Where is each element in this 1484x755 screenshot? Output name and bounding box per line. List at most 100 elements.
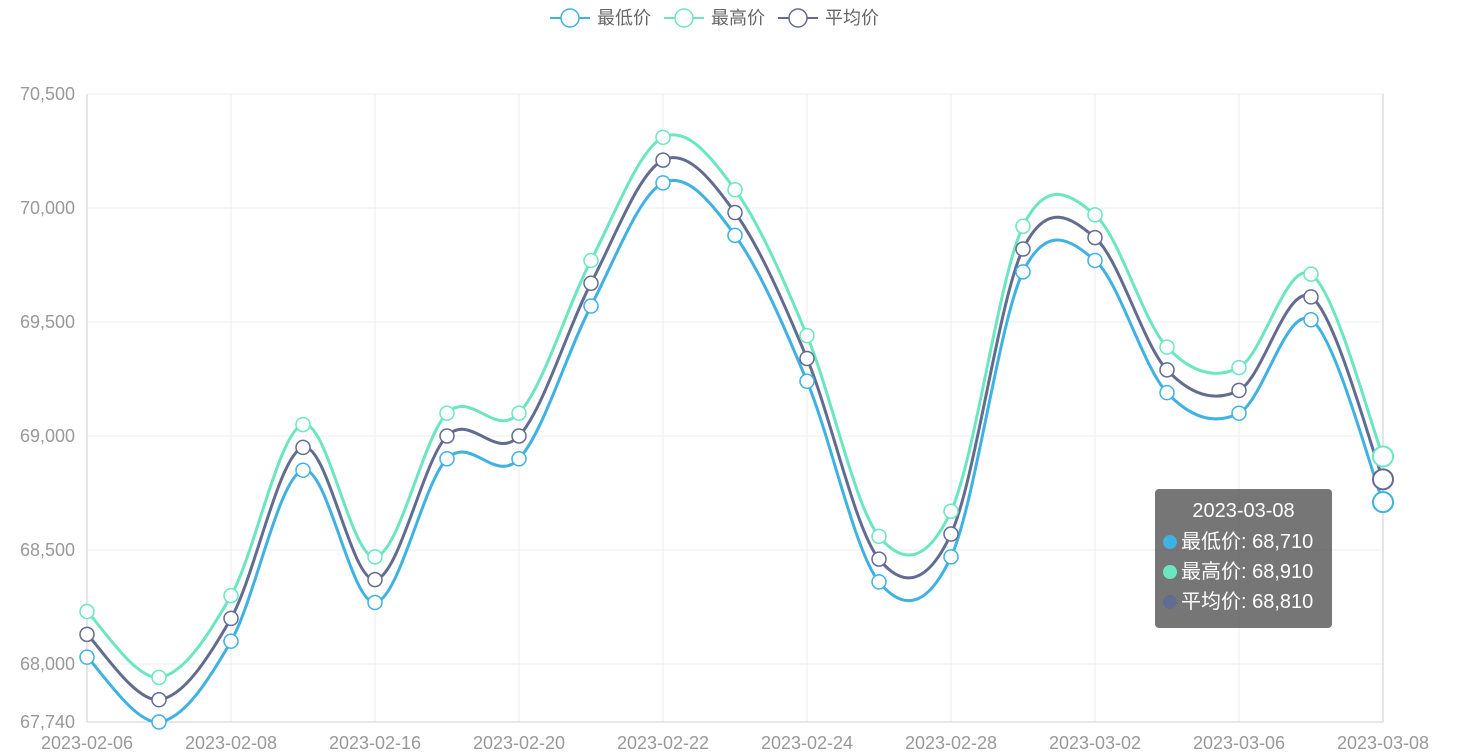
data-point[interactable] (223, 587, 239, 604)
data-point[interactable] (655, 129, 671, 146)
data-point[interactable] (583, 275, 599, 291)
data-point[interactable] (799, 373, 815, 390)
legend-marker (674, 8, 694, 28)
data-point[interactable] (151, 714, 167, 730)
series-points (79, 129, 1394, 730)
data-point[interactable] (439, 405, 455, 421)
data-point[interactable] (1159, 339, 1175, 355)
data-point[interactable] (367, 594, 383, 611)
axes: 67,740 68,000 68,500 69,000 69,500 70,000 70,5… (20, 84, 1429, 753)
tooltip-row-low: 最低价: 68,710 (1163, 527, 1324, 557)
tooltip-label-high: 最高价: 68,910 (1181, 561, 1314, 583)
data-point[interactable] (151, 669, 167, 686)
x-tick-label: 2023-02-08 (185, 733, 277, 753)
data-point[interactable] (151, 691, 167, 708)
data-point[interactable] (943, 549, 959, 565)
data-point[interactable] (583, 298, 599, 314)
tooltip: 2023-03-08 最低价: 68,710 最高价: 68,910 平均价: … (1155, 489, 1332, 628)
data-point[interactable] (439, 428, 455, 444)
x-tick-label: 2023-03-06 (1193, 733, 1285, 753)
y-tick-label: 70,000 (20, 198, 75, 218)
data-point[interactable] (655, 175, 671, 191)
data-point[interactable] (1372, 468, 1394, 491)
x-tick-label: 2023-03-02 (1049, 733, 1141, 753)
x-tick-label: 2023-02-28 (905, 733, 997, 753)
data-point[interactable] (1372, 445, 1394, 468)
data-point[interactable] (79, 626, 95, 643)
data-point[interactable] (295, 439, 311, 456)
data-point[interactable] (1372, 491, 1394, 514)
data-point[interactable] (727, 204, 743, 221)
data-point[interactable] (1087, 229, 1103, 246)
data-point[interactable] (583, 252, 599, 269)
legend-item-1[interactable]: 最高价 (664, 8, 765, 28)
x-tick-label: 2023-02-16 (329, 733, 421, 753)
data-point[interactable] (871, 551, 887, 567)
y-tick-label: 68,000 (20, 654, 75, 674)
data-point[interactable] (511, 428, 527, 444)
tooltip-row-avg: 平均价: 68,810 (1163, 587, 1324, 617)
data-point[interactable] (1015, 218, 1031, 234)
data-point[interactable] (1015, 264, 1031, 280)
data-point[interactable] (1231, 359, 1247, 376)
data-point[interactable] (1303, 311, 1319, 328)
tooltip-label-avg: 平均价: 68,810 (1181, 591, 1314, 613)
data-point[interactable] (367, 571, 383, 588)
y-tick-label: 70,500 (20, 84, 75, 104)
x-tick-label: 2023-02-24 (761, 733, 853, 753)
legend-marker (788, 8, 808, 28)
legend[interactable]: 最低价 最高价 平均价 (550, 8, 879, 28)
data-point[interactable] (1087, 252, 1103, 269)
tooltip-dot-low (1163, 535, 1177, 549)
data-point[interactable] (511, 405, 527, 421)
data-point[interactable] (1087, 207, 1103, 223)
data-point[interactable] (1159, 362, 1175, 378)
y-tick-label: 68,500 (20, 540, 75, 560)
legend-label: 最高价 (711, 8, 765, 28)
series-line-0 (85, 179, 1385, 724)
y-tick-label: 69,500 (20, 312, 75, 332)
data-point[interactable] (655, 152, 671, 168)
data-point[interactable] (223, 633, 239, 649)
data-point[interactable] (1303, 289, 1319, 305)
data-point[interactable] (943, 526, 959, 542)
x-tick-label: 2023-02-22 (617, 733, 709, 753)
tooltip-title: 2023-03-08 (1192, 500, 1295, 522)
x-tick-label: 2023-03-08 (1337, 733, 1429, 753)
data-point[interactable] (1015, 241, 1031, 257)
x-tick-label: 2023-02-20 (473, 733, 565, 753)
legend-label: 平均价 (825, 8, 879, 28)
x-tick-label: 2023-02-06 (41, 733, 133, 753)
series-lines (85, 133, 1385, 724)
data-point[interactable] (871, 574, 887, 590)
data-point[interactable] (799, 350, 815, 367)
data-point[interactable] (1231, 382, 1247, 399)
legend-item-0[interactable]: 最低价 (550, 8, 651, 28)
data-point[interactable] (943, 503, 959, 519)
data-point[interactable] (799, 327, 815, 344)
tooltip-row-high: 最高价: 68,910 (1163, 557, 1324, 587)
tooltip-dot-avg (1163, 595, 1177, 609)
data-point[interactable] (1303, 266, 1319, 282)
legend-label: 最低价 (597, 8, 651, 28)
y-tick-label: 69,000 (20, 426, 75, 446)
data-point[interactable] (439, 451, 455, 467)
data-point[interactable] (1159, 384, 1175, 401)
data-point[interactable] (79, 649, 95, 665)
data-point[interactable] (223, 610, 239, 627)
data-point[interactable] (79, 603, 95, 620)
data-point[interactable] (295, 462, 311, 478)
tooltip-label-low: 最低价: 68,710 (1181, 531, 1314, 553)
data-point[interactable] (295, 416, 311, 433)
y-tick-label: 67,740 (20, 712, 75, 732)
data-point[interactable] (511, 451, 527, 467)
data-point[interactable] (871, 528, 887, 545)
legend-item-2[interactable]: 平均价 (778, 8, 879, 28)
data-point[interactable] (727, 182, 743, 198)
data-point[interactable] (1231, 405, 1247, 421)
tooltip-dot-high (1163, 565, 1177, 579)
legend-marker (560, 8, 580, 28)
data-point[interactable] (727, 227, 743, 244)
data-point[interactable] (367, 549, 383, 565)
